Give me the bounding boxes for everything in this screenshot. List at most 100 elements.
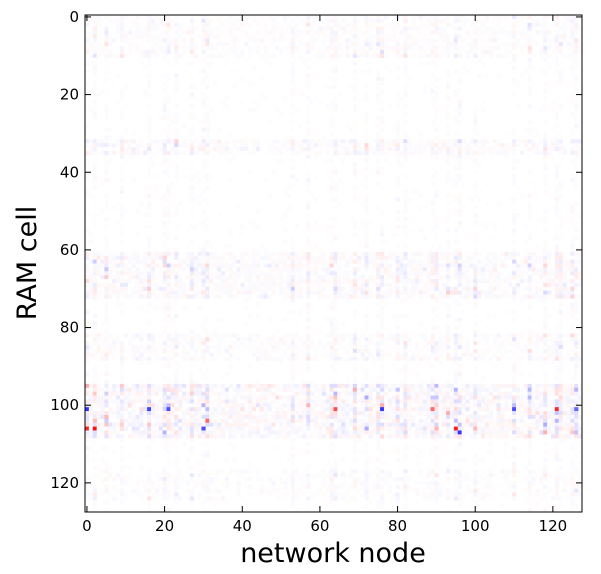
heatmap-cell [224,290,229,295]
heatmap-cell [368,290,373,295]
heatmap-cell [442,337,447,342]
heatmap-cell [217,34,222,39]
heatmap-cell [147,275,152,280]
heatmap-cell [453,271,459,276]
heatmap-cell [147,57,152,62]
heatmap-cell [217,18,222,24]
heatmap-cell [166,232,171,237]
heatmap-cell [147,150,152,156]
heatmap-cell [481,30,486,35]
heatmap-cell [422,38,427,43]
heatmap-cell [325,279,330,284]
heatmap-cell [139,286,144,291]
heatmap-cell [189,372,195,377]
heatmap-cell [197,251,202,257]
heatmap-cell [426,15,431,20]
heatmap-cell [430,213,435,218]
heatmap-cell [453,147,459,152]
heatmap-cell [352,127,358,132]
heatmap-cell [415,271,420,276]
heatmap-cell [240,147,245,152]
heatmap-cell [383,352,389,357]
heatmap-cell [550,49,556,55]
heatmap-cell [364,383,369,389]
heatmap-cell [306,364,311,369]
heatmap-cell [154,42,160,47]
heatmap-cell [147,38,152,43]
heatmap-cell [166,263,171,268]
heatmap-cell [248,53,253,59]
heatmap-cell [224,345,229,350]
heatmap-cell [364,22,369,27]
heatmap-cell [570,240,575,245]
heatmap-cell [481,38,486,43]
heatmap-cell [119,259,125,264]
heatmap-cell [403,61,408,66]
heatmap-cell [380,100,385,105]
heatmap-cell [527,213,532,218]
heatmap-cell [182,294,187,299]
heatmap-cell [457,119,462,125]
heatmap-cell [442,267,447,272]
heatmap-cell [395,49,400,55]
heatmap-cell [119,216,125,222]
heatmap-cell [457,263,462,268]
heatmap-cell [174,275,179,280]
heatmap-cell [574,147,579,152]
heatmap-cell [453,356,459,361]
heatmap-cell [461,150,466,156]
heatmap-cell [251,15,257,20]
heatmap-cell [162,46,167,51]
heatmap-cell [395,313,400,319]
heatmap-cell [162,209,167,214]
heatmap-cell [189,30,195,35]
heatmap-cell [349,84,354,90]
heatmap-cell [368,294,373,299]
heatmap-cell [554,30,559,35]
heatmap-cell [119,205,125,210]
heatmap-cell [302,139,307,144]
heatmap-cell [345,255,350,260]
heatmap-cell [228,34,233,39]
heatmap-cell [449,255,455,260]
heatmap-cell [139,259,144,264]
heatmap-cell [201,15,206,20]
heatmap-cell [286,286,292,291]
heatmap-cell [543,286,548,291]
heatmap-cell [329,368,334,373]
heatmap-cell [391,127,396,132]
heatmap-cell [352,232,358,237]
heatmap-cell [201,77,206,82]
heatmap-cell [104,178,109,183]
heatmap-cell [566,18,571,24]
heatmap-cell [418,286,424,291]
heatmap-cell [139,53,144,59]
heatmap-cell [302,271,307,276]
heatmap-cell [519,166,525,171]
heatmap-cell [302,61,307,66]
heatmap-cell [574,38,579,43]
heatmap-cell [434,345,439,350]
heatmap-cell [574,259,579,264]
heatmap-cell [481,376,486,381]
heatmap-cell [341,321,346,326]
heatmap-cell [259,352,264,357]
heatmap-cell [147,236,152,241]
heatmap-cell [527,57,532,62]
heatmap-cell [360,251,365,257]
heatmap-cell [473,38,478,43]
heatmap-cell [228,30,233,35]
heatmap-cell [248,15,253,20]
heatmap-cell [302,255,307,260]
heatmap-cell [209,174,214,179]
heatmap-cell [387,263,393,268]
heatmap-cell [244,337,249,342]
heatmap-cell [271,282,276,288]
heatmap-cell [127,279,132,284]
heatmap-cell [178,224,183,229]
heatmap-cell [205,150,210,156]
heatmap-cell [554,290,559,295]
heatmap-cell [104,383,109,389]
heatmap-cell [512,147,517,152]
heatmap-cell [236,263,241,268]
